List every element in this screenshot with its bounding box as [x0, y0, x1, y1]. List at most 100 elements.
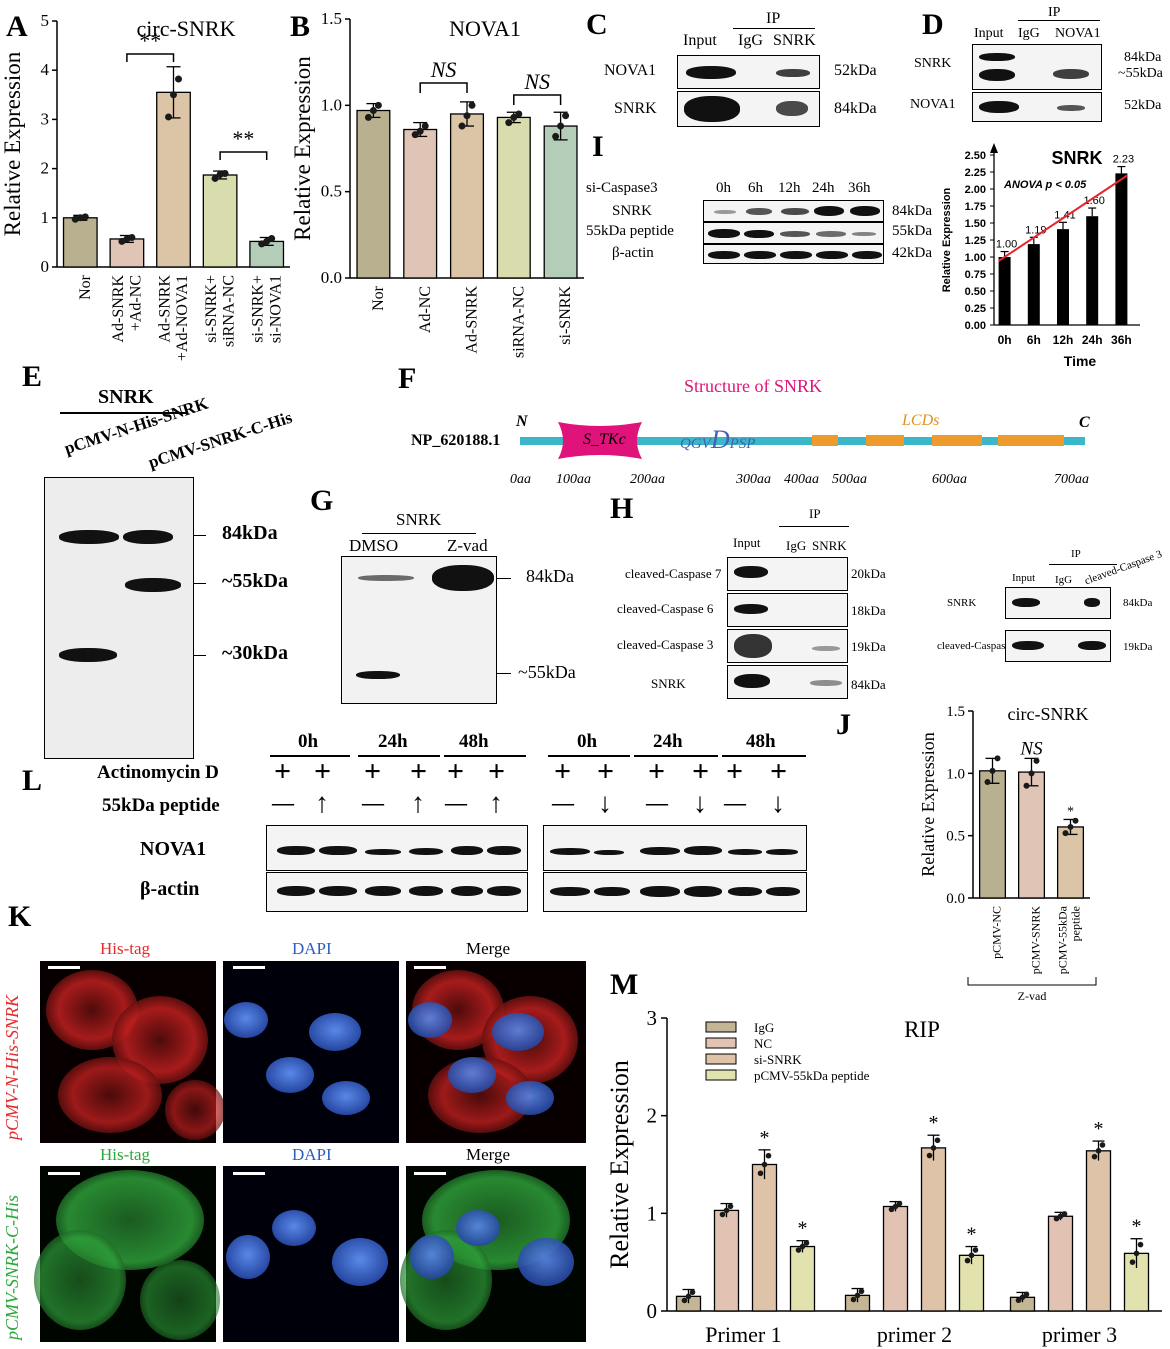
- panel-i-col-12h: 12h: [778, 180, 801, 196]
- panel-l-row-actd: Actinomycin D: [97, 762, 219, 783]
- panel-f-tick-600: 600aa: [932, 472, 967, 487]
- i-ytick-label: 1.75: [965, 201, 986, 213]
- m-point: [681, 1297, 688, 1304]
- panel-label-b: B: [290, 10, 311, 43]
- panel-h-col-input: Input: [733, 535, 761, 550]
- m-sig-text: *: [929, 1112, 939, 1134]
- panel-k-col-his-bot: His-tag: [100, 1145, 151, 1164]
- panel-d-ip-line: [1018, 20, 1100, 21]
- m-point: [888, 1206, 895, 1213]
- m-point: [757, 1170, 764, 1177]
- m-category-label: primer 3: [1042, 1322, 1117, 1347]
- b-category-label: Ad-SNRK: [464, 286, 481, 354]
- panel-h2-col-input: Input: [1012, 572, 1036, 584]
- panel-d-kda-84: 84kDa: [1124, 50, 1162, 65]
- panel-f-motif-pre: QGV: [680, 436, 711, 452]
- m-point: [854, 1292, 861, 1299]
- b-point: [364, 113, 372, 121]
- panel-k-col-merge-top: Merge: [466, 939, 511, 958]
- j-category-label: pCMV-NC: [990, 906, 1004, 959]
- panel-label-e: E: [22, 360, 43, 393]
- a-category-line: Nor: [77, 274, 94, 300]
- panel-f-tick-300: 300aa: [736, 472, 771, 487]
- panel-h2-blot-c3: [1005, 630, 1111, 662]
- panel-label-h: H: [610, 492, 634, 525]
- panel-c-ip-label: IP: [766, 10, 781, 27]
- i-ytick-label: 0.00: [965, 320, 986, 332]
- panel-l-time-line: [548, 755, 630, 757]
- panel-f-c: C: [1079, 414, 1090, 431]
- panel-g-group-line: [362, 533, 476, 534]
- panel-f-stkc-domain: [558, 422, 642, 459]
- panel-f-tick-500: 500aa: [832, 472, 867, 487]
- a-point: [268, 234, 276, 242]
- a-ytick-label: 2: [41, 159, 50, 178]
- panel-l-minus: —: [272, 790, 294, 815]
- k-nucleus-2: [309, 1013, 361, 1051]
- panel-g-col-zvad: Z-vad: [447, 536, 488, 555]
- i-ytick-label: 2.00: [965, 184, 986, 196]
- panel-l-down-arrow: ↓: [693, 788, 707, 819]
- panel-h-row-c6: cleaved-Caspase 6: [617, 601, 714, 616]
- panel-h-blot-snrk: [727, 665, 848, 699]
- panel-f-tick-0: 0aa: [510, 472, 531, 487]
- k-red-cell-4: [165, 1080, 225, 1140]
- j-sig-text: NS: [1019, 738, 1043, 759]
- i-ylabel: Relative Expression: [941, 187, 953, 292]
- m-legend-label: si-SNRK: [754, 1052, 802, 1067]
- m-point: [795, 1247, 802, 1253]
- panel-l-time-24b: 24h: [653, 731, 683, 752]
- m-point: [892, 1203, 899, 1210]
- panel-h-kda-19: 19kDa: [851, 639, 886, 654]
- m-point: [968, 1252, 975, 1259]
- panel-l-up-arrow: ↑: [315, 788, 329, 819]
- m-legend-swatch: [705, 1053, 737, 1065]
- panel-g-tick-84: [497, 578, 511, 579]
- panel-h-col-igg: IgG: [786, 538, 807, 553]
- panel-l-time-48a: 48h: [459, 731, 489, 752]
- panel-c-row-nova1: NOVA1: [604, 62, 657, 79]
- panel-label-a: A: [6, 10, 28, 43]
- m-point: [934, 1137, 941, 1144]
- b-sig-text: NS: [430, 57, 457, 82]
- panel-l-up-arrow: ↑: [489, 788, 503, 819]
- panel-l-time-line: [358, 755, 440, 757]
- panel-l-up-arrow: ↑: [411, 788, 425, 819]
- a-category-label: si-SNRK+si-NOVA1: [250, 275, 285, 343]
- panel-h-kda-18: 18kDa: [851, 603, 886, 618]
- panel-e-kda-30: ~30kDa: [222, 642, 288, 664]
- m-point: [964, 1257, 971, 1264]
- k-red-cell-2: [112, 996, 208, 1084]
- panel-f-motif-post: PSP: [729, 436, 756, 452]
- panel-f-tick-700: 700aa: [1054, 472, 1089, 487]
- panel-label-f: F: [398, 362, 417, 395]
- panel-l-actd-plus: +: [692, 755, 710, 788]
- m-legend-swatch: [705, 1037, 737, 1049]
- panel-i-col-6h: 6h: [748, 180, 763, 196]
- panel-c-col-snrk: SNRK: [773, 32, 816, 49]
- b-point: [562, 112, 570, 120]
- b-category-line: siRNA-NC: [510, 286, 527, 358]
- panel-i-kda-42: 42kDa: [892, 245, 932, 261]
- i-ytick-label: 1.50: [965, 218, 986, 230]
- panel-k-col-merge-bot: Merge: [466, 1145, 511, 1164]
- panel-f-title: Structure of SNRK: [684, 376, 822, 396]
- panel-c-blot-snrk: [677, 91, 820, 127]
- panel-i-kda-55: 55kDa: [892, 223, 932, 239]
- i-ytick-label: 1.25: [965, 235, 986, 247]
- m-point: [1129, 1259, 1136, 1265]
- a-category-line: si-SNRK+: [250, 275, 267, 343]
- panel-c-col-input: Input: [683, 32, 717, 49]
- panel-i-col-0h: 0h: [716, 180, 731, 196]
- a-bar: [156, 91, 191, 268]
- panel-g-kda-84: 84kDa: [526, 566, 574, 586]
- m-point: [723, 1207, 730, 1214]
- b-bar: [543, 125, 578, 279]
- panel-l-time-48b: 48h: [746, 731, 776, 752]
- i-ytick-label: 1.00: [965, 252, 986, 264]
- panel-l-blot-bactin-a: [266, 872, 528, 912]
- panel-f-accession: NP_620188.1: [411, 432, 501, 449]
- b-point: [557, 122, 565, 130]
- k-merge-nucleus-6: [456, 1210, 500, 1246]
- panel-d-blot-nova1: [972, 92, 1102, 122]
